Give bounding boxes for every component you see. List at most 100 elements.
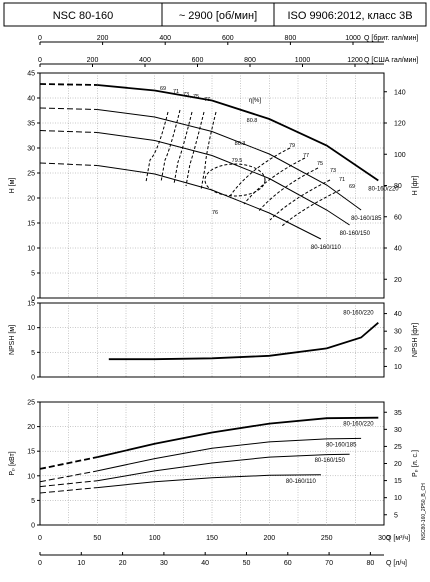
efficiency-contour [269,179,331,221]
npsh-series-80-160/220 [108,322,379,361]
efficiency-label: 80.8 [247,118,258,124]
speed-title: ~ 2900 [об/мин] [179,10,257,22]
efficiency-label: 71 [173,89,179,95]
power-series-80-160/185 [97,437,362,472]
power-y-right-tick-label: 30 [394,427,402,434]
bottom-axis-m3h-tick-label: 150 [206,535,218,542]
npsh-ylabel: NPSH [м] [9,325,16,355]
axes-layer: 0 200 400 600 800 1000 Q [брит. гал/мин]0 200 40… [9,34,419,567]
curves-layer [39,83,379,494]
head-series-label: 80-160/220 [368,187,399,193]
head-y-tick-label: 30 [27,146,35,153]
power-series-label: 80-160/220 [343,422,374,428]
power-y-tick-label: 10 [27,473,35,480]
efficiency-label: 69 [160,86,166,92]
head-y-tick-label: 35 [27,121,35,128]
npsh-y-tick-label: 5 [31,350,35,357]
head-y-right-tick-label: 100 [394,152,406,159]
head-series-80-160/150 [97,132,350,226]
efficiency-label: 73 [183,92,189,98]
top-axis-us-tick-label: 0 [38,57,42,64]
bottom-axis-m3h-label: Q [м³/ч] [386,535,410,542]
top-axis-brit-tick-label: 0 [38,35,42,42]
bottom-axis-ls-tick-label: 60 [284,560,292,567]
npsh-y-right-tick-label: 40 [394,311,402,318]
efficiency-label: 79.5 [232,158,243,164]
head-ylabel: H [м] [9,178,16,194]
power-series-label: 80-160/150 [315,458,346,464]
labels-layer: 80-160/220 80-160/185 80-160/150 80-160/110… [160,86,399,485]
power-series-dashed-80-160/150 [39,480,98,488]
head-series-80-160/185 [97,109,362,211]
top-axis-us-tick-label: 400 [139,57,151,64]
head-y-tick-label: 20 [27,196,35,203]
efficiency-contour [281,189,341,227]
bottom-axis-ls-tick-label: 0 [38,560,42,567]
head-series-dashed-80-160/150 [39,130,98,133]
efficiency-contour [229,147,291,197]
efficiency-label: 79 [289,143,295,149]
power-y-tick-label: 25 [27,400,35,407]
head-series-label: 80-160/150 [340,231,371,237]
bottom-axis-m3h-tick-label: 0 [38,535,42,542]
npsh-series-label: 80-160/220 [343,311,374,317]
power-y-tick-label: 0 [31,523,35,530]
efficiency-label: 75 [317,161,323,167]
side-code: NSC80-160_2P50_B_CH [421,483,427,540]
efficiency-label: 75 [193,94,199,100]
top-axis-brit-tick-label: 200 [97,35,109,42]
bottom-axis-ls-tick-label: 40 [201,560,209,567]
bottom-axis-ls-tick-label: 20 [119,560,127,567]
npsh-ylabel-right: NPSH [фт] [412,323,419,357]
head-y-tick-label: 40 [27,96,35,103]
efficiency-contour [257,167,319,213]
power-series-80-160/110 [97,474,321,489]
top-axis-us-tick-label: 600 [192,57,204,64]
power-y-right-tick-label: 15 [394,478,402,485]
efficiency-contour-center [204,163,266,197]
head-ylabel-right: H [фт] [412,176,419,196]
head-series-label: 80-160/110 [311,245,342,251]
npsh-y-right-tick-label: 20 [394,346,402,353]
top-axis-brit-tick-label: 1000 [345,35,361,42]
bottom-axis-m3h-tick-label: 100 [149,535,161,542]
bottom-axis-ls-label: Q [л/ч] [386,560,407,567]
power-y-right-tick-label: 5 [394,512,398,519]
top-axis-us-tick-label: 1000 [295,57,311,64]
head-series-dashed-80-160/110 [39,162,98,166]
top-axis-us-tick-label: 200 [87,57,99,64]
power-series-80-160/150 [97,453,350,482]
efficiency-contour [160,109,181,183]
efficiency-contour [145,111,169,183]
model-title: NSC 80-160 [53,10,114,22]
power-series-label: 80-160/110 [286,479,317,485]
head-y-tick-label: 10 [27,246,35,253]
bottom-axis-m3h-tick-label: 300 [378,535,390,542]
efficiency-contour [185,111,205,187]
head-y-tick-label: 25 [27,171,35,178]
top-axis-brit-tick-label: 400 [159,35,171,42]
efficiency-label: 77 [303,153,309,159]
power-series-dashed-80-160/185 [39,470,98,483]
power-series-label: 80-160/185 [326,442,357,448]
npsh-y-tick-label: 15 [27,301,35,308]
top-axis-us-tick-label: 800 [244,57,256,64]
efficiency-label: 80.3 [235,141,246,147]
bottom-axis-ls-tick-label: 10 [77,560,85,567]
efficiency-label: 71 [339,177,345,183]
power-y-right-tick-label: 35 [394,410,402,417]
head-y-tick-label: 5 [31,271,35,278]
power-y-tick-label: 15 [27,449,35,456]
standard-title: ISO 9906:2012, класс 3B [287,10,412,22]
head-series-dashed-80-160/220 [39,83,98,86]
head-y-right-tick-label: 140 [394,89,406,96]
top-axis-brit-tick-label: 600 [222,35,234,42]
head-series-80-160/110 [97,165,322,240]
power-series-80-160/220 [97,416,379,458]
head-y-right-tick-label: 40 [394,246,402,253]
top-axis-us-tick-label: 1200 [347,57,363,64]
head-y-right-tick-label: 80 [394,183,402,190]
head-y-tick-label: 45 [27,71,35,78]
power-y-right-tick-label: 20 [394,461,402,468]
header-bar: NSC 80-160 ~ 2900 [об/мин] ISO 9906:2012… [3,2,427,27]
